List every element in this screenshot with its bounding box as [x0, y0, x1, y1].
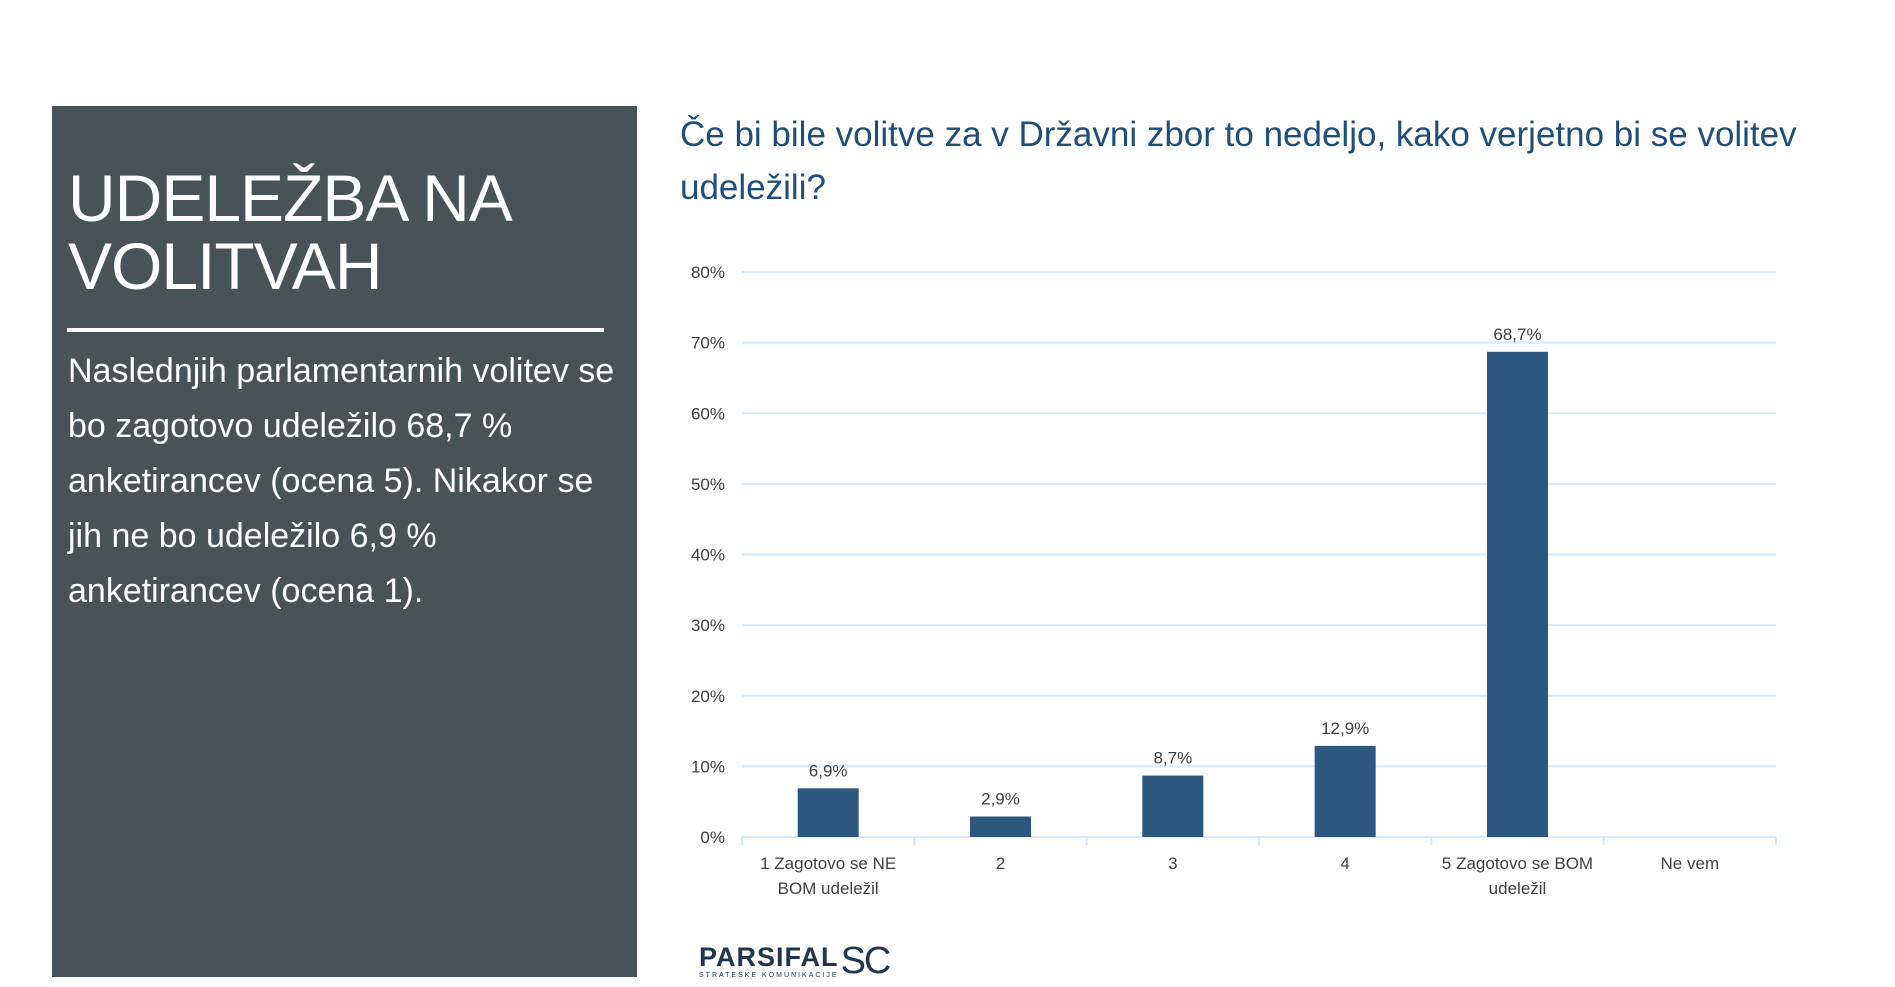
panel-divider	[67, 328, 604, 332]
logo-main: PARSIFAL	[699, 942, 839, 972]
chart-title: Če bi bile volitve za v Državni zbor to …	[680, 115, 1797, 207]
x-category-label: 4	[1340, 854, 1349, 873]
summary-panel: UDELEŽBA NA VOLITVAH Naslednjih parlamen…	[52, 106, 637, 977]
x-category-label: 5 Zagotovo se BOM	[1442, 854, 1593, 873]
x-category-label: Ne vem	[1661, 854, 1720, 873]
data-label: 8,7%	[1153, 749, 1192, 768]
panel-title: UDELEŽBA NA VOLITVAH	[68, 161, 509, 303]
y-tick-label: 70%	[691, 334, 725, 353]
parsifal-logo: PARSIFAL STRATEŠKE KOMUNIKACIJE SC	[699, 940, 892, 982]
x-category-label: udeležil	[1489, 879, 1547, 898]
bar	[1487, 351, 1548, 837]
y-tick-label: 60%	[691, 404, 725, 423]
logo-subtitle: STRATEŠKE KOMUNIKACIJE	[699, 972, 839, 979]
logo-sc: SC	[840, 940, 892, 982]
y-tick-label: 30%	[691, 616, 725, 635]
x-category-label: 3	[1168, 854, 1177, 873]
data-label: 6,9%	[809, 761, 848, 780]
y-tick-label: 0%	[700, 828, 725, 847]
y-tick-label: 20%	[691, 687, 725, 706]
y-tick-label: 10%	[691, 757, 725, 776]
logo-left-block: PARSIFAL STRATEŠKE KOMUNIKACIJE	[699, 943, 839, 980]
panel-body-text: Naslednjih parlamentarnih volitev se bo …	[68, 352, 615, 610]
bar	[1314, 745, 1376, 837]
x-category-label: BOM udeležil	[778, 879, 879, 898]
x-category-label: 1 Zagotovo se NE	[760, 854, 896, 873]
data-label: 12,9%	[1321, 719, 1369, 738]
x-category-label: 2	[996, 854, 1005, 873]
bar	[797, 788, 859, 837]
y-tick-label: 80%	[691, 263, 725, 282]
bar	[970, 816, 1031, 837]
data-label: 2,9%	[981, 790, 1020, 809]
data-label: 68,7%	[1493, 325, 1541, 344]
bar	[1142, 775, 1204, 837]
y-tick-label: 50%	[691, 475, 725, 494]
y-tick-label: 40%	[691, 546, 725, 565]
